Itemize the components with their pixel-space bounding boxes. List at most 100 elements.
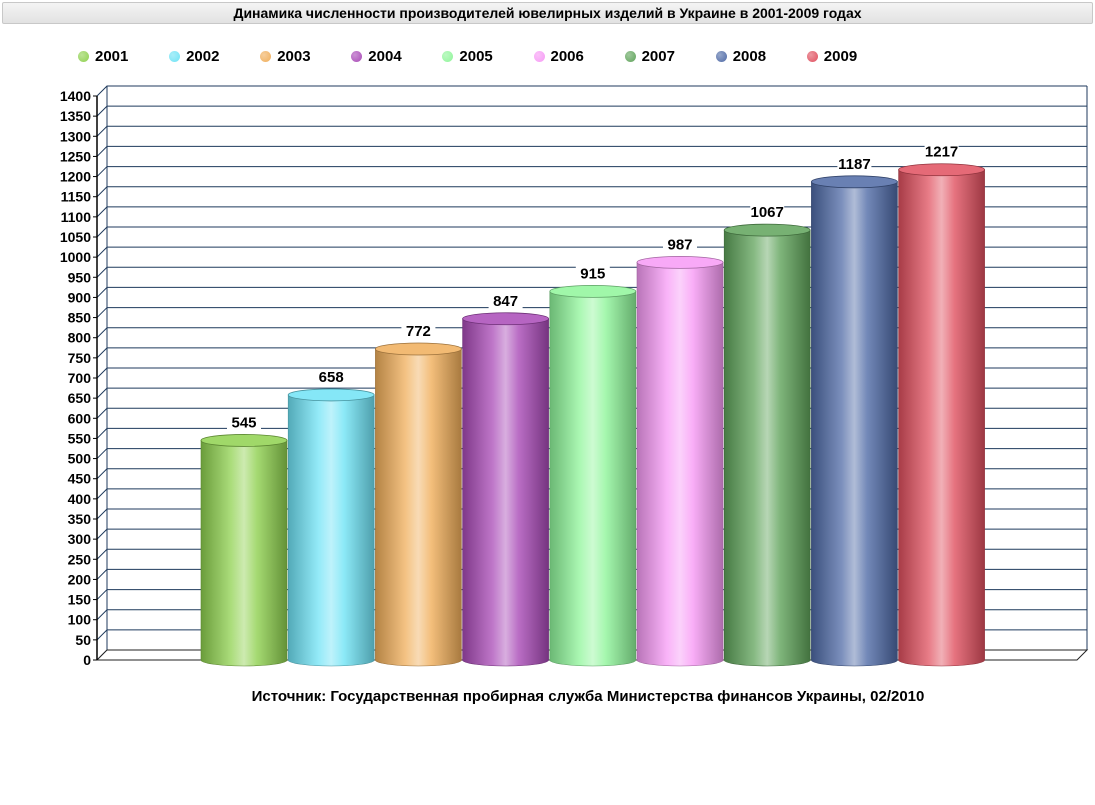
y-tick-label: 1300 [60, 128, 91, 144]
bar-top [200, 434, 288, 447]
y-tick-label: 1400 [60, 88, 91, 104]
bar-top [723, 223, 811, 237]
bar-top [636, 255, 724, 269]
legend-item-2005: 2005 [442, 46, 493, 66]
legend-item-2004: 2004 [351, 46, 402, 66]
y-tick-label: 300 [68, 531, 92, 547]
bar-body [898, 169, 985, 667]
bar-body [462, 318, 549, 667]
chart-title-text: Динамика численности производителей ювел… [233, 5, 862, 21]
bar-top [898, 163, 985, 177]
legend-item-2006: 2006 [533, 46, 584, 66]
y-tick-label: 150 [68, 592, 92, 608]
bar-top [462, 312, 550, 326]
y-tick-label: 250 [68, 551, 92, 567]
source-note: Источник: Государственная пробирная служ… [251, 688, 925, 705]
legend-item-2003: 2003 [260, 46, 311, 66]
data-label-2008: 1187 [837, 155, 872, 173]
y-tick-label: 900 [68, 289, 92, 305]
data-label: 545 [231, 414, 256, 431]
data-label: 915 [580, 265, 605, 282]
y-tick-label: 450 [68, 471, 92, 487]
y-tick-label: 350 [68, 511, 92, 527]
bars: 545 658 772 847 915 987 1067 1187 1217 [200, 143, 985, 667]
bar-top [287, 388, 375, 402]
data-label-bg [227, 414, 261, 431]
legend-marker [806, 50, 818, 62]
bar-2005 [549, 284, 637, 667]
legend-label: 2002 [186, 47, 220, 65]
bar-top [374, 342, 462, 356]
chart-title: Динамика численности производителей ювел… [2, 2, 1093, 24]
data-label: 1217 [925, 144, 958, 161]
y-tick-label: 800 [68, 330, 92, 346]
gridline [96, 125, 1087, 137]
data-label-2001: 545 [227, 414, 261, 431]
bar-body [287, 394, 375, 667]
y-tick-label: 1100 [61, 209, 92, 225]
data-label: 772 [406, 323, 431, 340]
bar-2002 [287, 388, 375, 667]
data-label-2003: 772 [401, 322, 436, 340]
legend-label: 2001 [95, 47, 129, 65]
legend-marker [169, 50, 181, 62]
gridline [96, 85, 1087, 97]
y-tick-label: 1350 [60, 108, 91, 124]
bar-2007 [723, 223, 811, 667]
legend-label: 2008 [732, 47, 767, 65]
data-label: 658 [319, 369, 344, 386]
data-label-bg [750, 204, 785, 221]
bar-body [723, 229, 811, 667]
y-tick-label: 700 [68, 370, 92, 386]
y-tick-label: 1150 [61, 189, 92, 205]
legend-label: 2005 [459, 47, 493, 65]
data-label-bg [401, 322, 436, 339]
data-label-bg [575, 265, 610, 282]
data-label-2004: 847 [488, 292, 523, 310]
y-tick-label: 750 [68, 350, 92, 366]
y-tick-label: 200 [68, 571, 92, 587]
data-label: 1067 [751, 204, 784, 221]
bar-2004 [462, 312, 550, 667]
gridline [96, 105, 1087, 117]
bar-2006 [636, 255, 724, 667]
legend-marker [442, 50, 454, 62]
bar-2003 [374, 342, 462, 667]
bar-chart: 0 50 100 150 200 250 300 350 400 450 500 550 600 650 7… [60, 85, 1089, 668]
legend-label: 2004 [368, 47, 402, 65]
bar-body [375, 348, 462, 667]
data-label-2005: 915 [575, 265, 610, 282]
legend-label: 2009 [823, 47, 858, 65]
legend-item-2009: 2009 [806, 46, 858, 66]
bar-top [549, 284, 637, 298]
data-label: 1187 [838, 156, 871, 173]
data-label-bg [837, 155, 872, 172]
y-tick-label: 50 [75, 632, 91, 648]
data-label-bg [488, 292, 523, 309]
legend-label: 2003 [277, 47, 311, 65]
y-axis: 0 50 100 150 200 250 300 350 400 450 500 550 600 650 7… [60, 88, 98, 668]
y-tick-label: 600 [68, 410, 92, 426]
y-tick-label: 1200 [60, 169, 91, 185]
legend-item-2002: 2002 [169, 46, 219, 66]
y-tick-label: 950 [68, 269, 92, 285]
legend-marker [533, 50, 545, 62]
bar-body [200, 440, 288, 667]
bar-2009 [898, 163, 985, 667]
legend-marker [260, 50, 272, 62]
bar-body [811, 181, 898, 667]
legend-item-2001: 2001 [78, 46, 128, 66]
legend-item-2007: 2007 [624, 46, 675, 66]
y-tick-label: 400 [68, 491, 92, 507]
y-tick-label: 500 [68, 451, 92, 467]
legend-marker [351, 50, 363, 62]
bar-2001 [200, 434, 288, 667]
bar-body [636, 262, 724, 667]
data-label-bg [314, 368, 349, 385]
data-label-bg [924, 143, 959, 160]
data-label-2009: 1217 [924, 143, 959, 161]
y-tick-label: 1250 [60, 148, 91, 164]
y-tick-label: 650 [68, 390, 92, 406]
legend-item-2008: 2008 [715, 46, 767, 66]
y-tick-label: 1050 [60, 229, 91, 245]
